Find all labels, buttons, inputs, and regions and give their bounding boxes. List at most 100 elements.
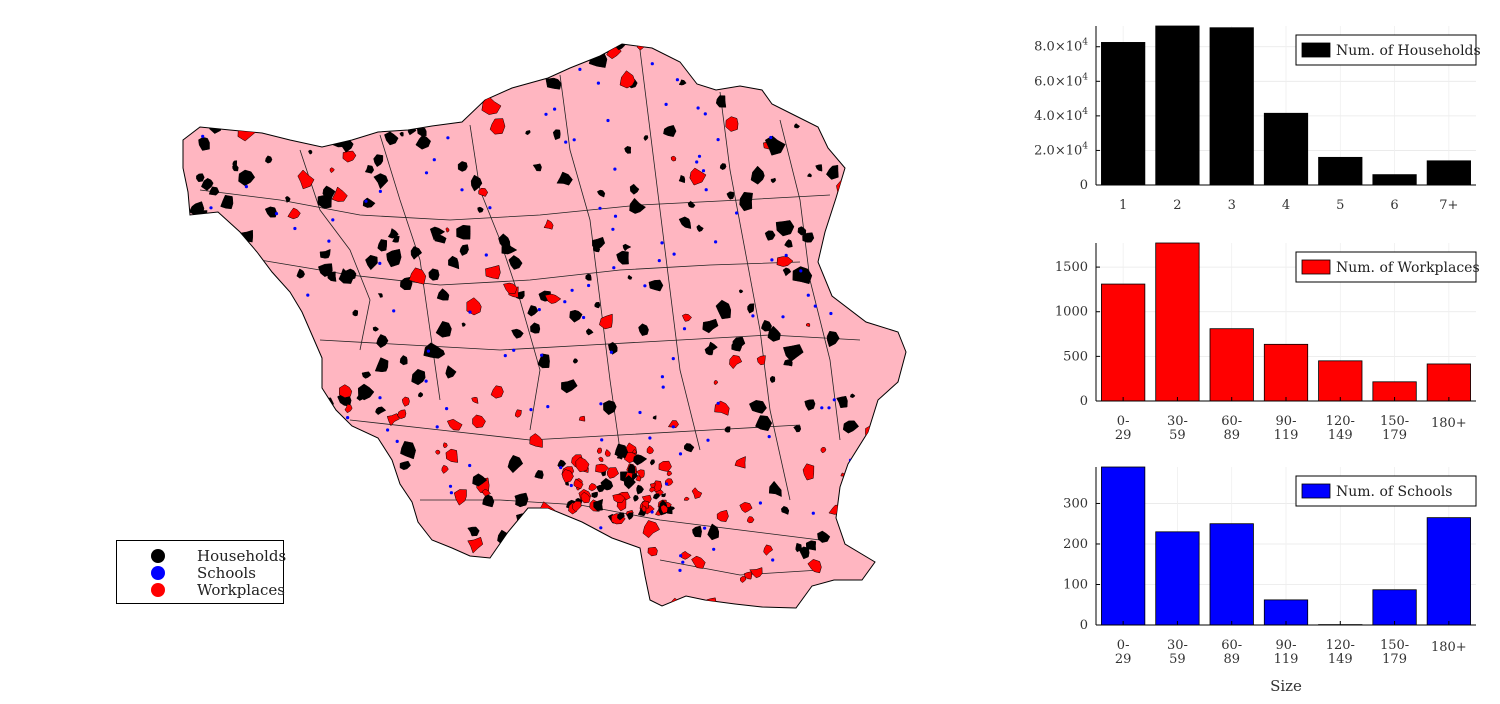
school-dot [587, 283, 591, 288]
school-dot [512, 348, 516, 352]
school-dot [364, 199, 368, 203]
settlement-area [865, 425, 878, 439]
school-dot [419, 535, 423, 540]
x-tick-label: 90-119 [1274, 638, 1299, 667]
school-dot [643, 284, 647, 288]
bar-0-0 [1101, 42, 1146, 186]
workplaces-marker [151, 583, 165, 597]
school-dot [434, 112, 438, 117]
school-dot [582, 315, 586, 320]
settlement-area [617, 512, 625, 521]
bar-2-0 [1101, 466, 1146, 626]
school-dot [323, 573, 327, 577]
x-tick-label: 1 [1119, 198, 1127, 213]
settlement-area [666, 470, 673, 477]
school-dot [861, 118, 865, 122]
settlement-area [743, 571, 753, 580]
map-legend: Households Schools Workplaces [116, 540, 286, 604]
settlement-area [649, 459, 655, 466]
settlement-area [197, 377, 207, 387]
settlement-area [296, 268, 305, 279]
settlement-area [859, 214, 873, 233]
school-dot [769, 135, 773, 140]
settlement-area [498, 233, 511, 249]
settlement-area [397, 409, 407, 420]
settlement-area [545, 77, 562, 90]
school-dot [266, 77, 270, 81]
settlement-area [903, 165, 906, 172]
settlement-area [217, 259, 230, 271]
settlement-area [478, 187, 489, 197]
settlement-area [305, 428, 320, 441]
settlement-area [272, 306, 289, 324]
settlement-area [418, 391, 424, 398]
settlement-area [702, 318, 719, 334]
school-dot [435, 425, 439, 429]
school-dot [705, 64, 709, 68]
school-dot [537, 308, 541, 312]
school-dot [318, 62, 322, 66]
settlement-area [877, 152, 885, 158]
school-dot [468, 463, 472, 468]
y-tick-label: 500 [1063, 349, 1088, 364]
settlement-area [716, 509, 729, 522]
district-boundary [719, 91, 791, 501]
settlement-area [543, 45, 558, 58]
settlement-area [842, 420, 860, 434]
settlement-area [474, 86, 487, 101]
settlement-area [729, 354, 743, 370]
school-dot [612, 266, 616, 270]
settlement-area [641, 505, 647, 512]
settlement-area [691, 555, 706, 569]
school-dot [446, 136, 450, 140]
bar-0-1 [1155, 25, 1200, 186]
settlement-area [724, 426, 731, 433]
school-dot [320, 497, 324, 502]
bar-2-1 [1155, 531, 1200, 626]
school-dot [716, 401, 720, 405]
school-dot [650, 62, 654, 66]
settlement-area [600, 477, 614, 491]
settlement-area [661, 493, 666, 498]
settlement-area [449, 104, 458, 113]
settlement-area [289, 545, 300, 556]
settlement-area [200, 178, 214, 191]
settlement-area [824, 257, 839, 275]
settlement-area [232, 164, 239, 172]
settlement-area [746, 516, 755, 524]
settlement-area [248, 308, 258, 319]
settlement-area [490, 385, 504, 399]
settlement-area [539, 71, 547, 79]
district-boundary [639, 49, 701, 451]
settlement-area [240, 48, 250, 58]
settlement-area [445, 365, 457, 379]
settlement-area [467, 526, 480, 537]
settlement-area [301, 536, 309, 543]
school-dot [297, 564, 301, 568]
school-dot [598, 206, 602, 210]
school-dot [346, 416, 350, 420]
school-dot [210, 510, 214, 514]
settlement-area [262, 328, 277, 344]
school-dot [265, 312, 269, 316]
settlement-area [327, 107, 341, 118]
settlement-area [230, 272, 236, 280]
bar-charts: 0 2.0×104 4.0×104 6.0×104 8.0×104 1 2 3 4 5 6 7+ Num… [1034, 25, 1481, 695]
settlement-area [859, 582, 865, 586]
y-tick-label: 4.0×104 [1034, 107, 1088, 124]
settlement-area [284, 196, 291, 203]
settlement-area [441, 464, 449, 474]
settlement-area [385, 583, 401, 597]
settlement-area [595, 463, 610, 473]
settlement-area [364, 165, 375, 174]
school-dot [503, 354, 507, 358]
settlement-area [318, 397, 334, 411]
school-dot [657, 259, 661, 263]
settlement-area [241, 255, 247, 262]
settlement-area [435, 321, 452, 338]
settlement-area [428, 268, 440, 281]
x-tick-label: 150-179 [1380, 414, 1409, 443]
settlement-area [352, 309, 359, 317]
settlement-area [596, 447, 603, 454]
school-dot [714, 240, 718, 244]
